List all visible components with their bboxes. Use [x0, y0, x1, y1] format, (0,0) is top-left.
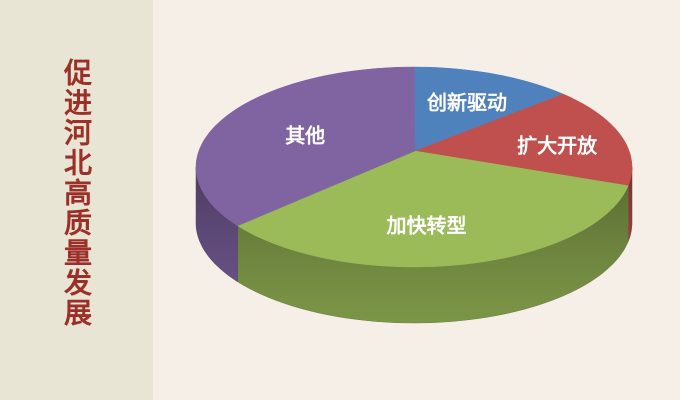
pie-slice-3: [195, 66, 416, 227]
pie-slice-label-0: 创新驱动: [426, 91, 507, 115]
title-panel: 促进河北高质量发展: [0, 0, 153, 400]
pie-slice-label-2: 加快转型: [386, 214, 467, 238]
pie-slice-1: [414, 93, 633, 186]
pie-slice-0: [413, 66, 564, 152]
slide-title: 促进河北高质量发展: [60, 58, 91, 328]
pie-slice-label-3: 其他: [285, 124, 325, 148]
pie-slice-label-1: 扩大开放: [517, 134, 598, 158]
pie-slice-2: [237, 150, 629, 268]
